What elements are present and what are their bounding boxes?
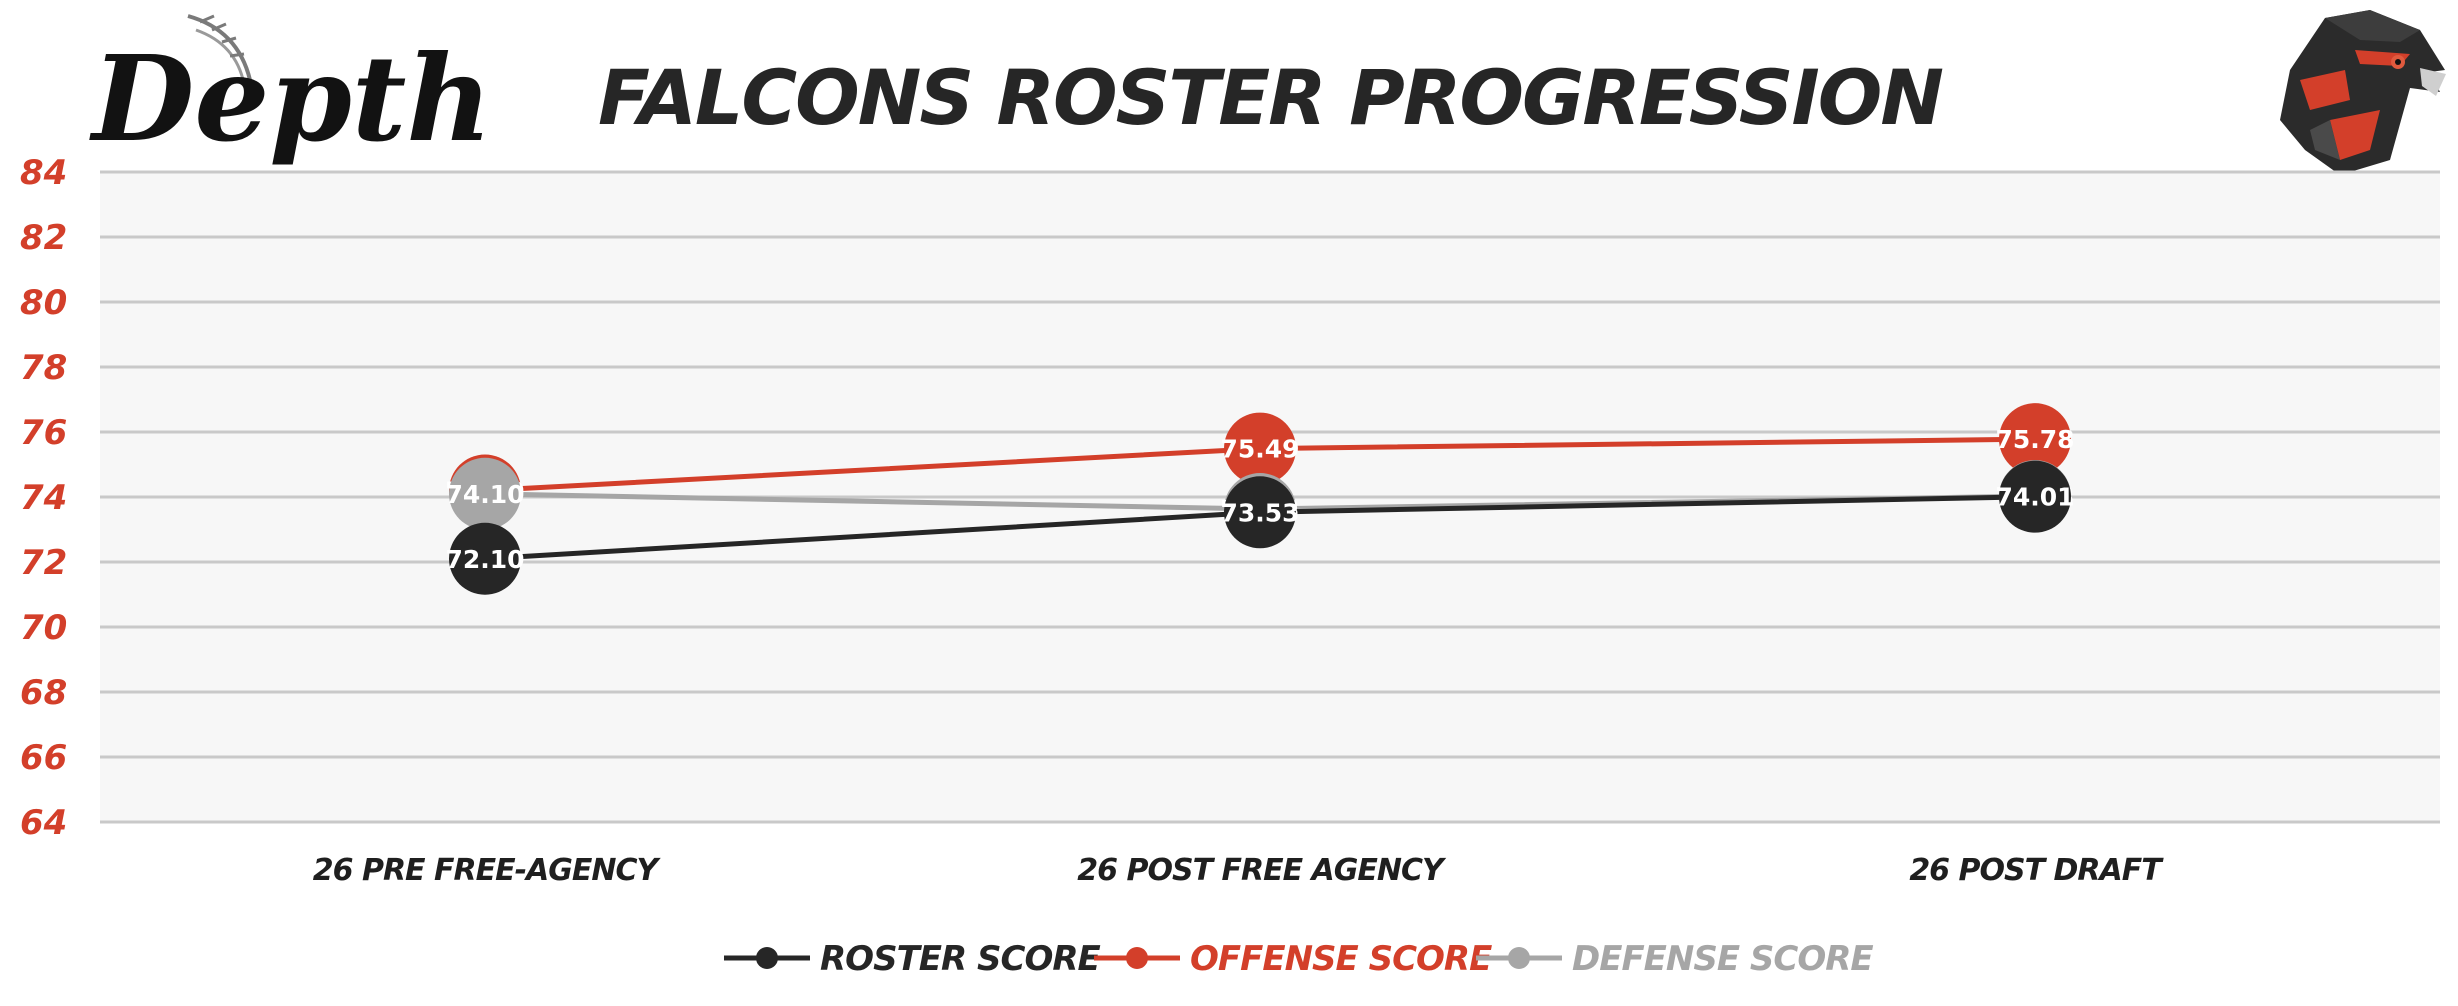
y-axis: 64 66 68 70 72 74 76 78 80 82 84 (20, 153, 67, 843)
y-tick-label: 78 (20, 348, 67, 388)
legend-swatch-marker (1126, 947, 1148, 969)
y-tick-label: 74 (20, 478, 67, 518)
data-label: 74.10 (445, 480, 524, 509)
y-tick-label: 82 (20, 218, 67, 258)
baseball-stitch-icon (187, 14, 252, 85)
legend-label: DEFENSE SCORE (1572, 939, 1873, 979)
y-tick-label: 72 (20, 543, 67, 583)
legend-swatch-marker (756, 947, 778, 969)
depth-logo: Depth (89, 14, 492, 168)
legend-label: ROSTER SCORE (820, 939, 1101, 979)
y-tick-label: 70 (20, 608, 67, 648)
y-tick-label: 76 (20, 413, 67, 453)
x-tick-label: 26 POST DRAFT (1909, 853, 2164, 888)
data-point (1224, 476, 1296, 549)
data-label: 75.78 (1995, 425, 2074, 454)
y-tick-label: 64 (20, 803, 67, 843)
data-point (1224, 412, 1296, 485)
y-tick-label: 66 (20, 738, 67, 778)
data-label: 73.53 (1220, 498, 1299, 527)
data-label: 75.49 (1220, 435, 1299, 464)
data-label: 72.10 (445, 545, 524, 574)
x-axis: 26 PRE FREE-AGENCY 26 POST FREE AGENCY 26 … (313, 853, 2165, 888)
y-tick-label: 84 (20, 153, 67, 193)
x-tick-label: 26 PRE FREE-AGENCY (313, 853, 662, 888)
data-point (449, 457, 521, 530)
data-point (1999, 403, 2071, 476)
chart-title: FALCONS ROSTER PROGRESSION (598, 53, 1943, 142)
y-tick-label: 68 (20, 673, 67, 713)
logo-text: Depth (89, 29, 492, 168)
data-point (1999, 460, 2071, 533)
x-tick-label: 26 POST FREE AGENCY (1077, 853, 1447, 888)
legend-swatch-marker (1508, 947, 1530, 969)
data-point (449, 522, 521, 595)
falcon-head-icon (2280, 10, 2446, 175)
legend-label: OFFENSE SCORE (1190, 939, 1492, 979)
data-label: 74.01 (1995, 483, 2074, 512)
y-tick-label: 80 (20, 283, 67, 323)
legend: ROSTER SCORE OFFENSE SCORE DEFENSE SCORE (724, 939, 1874, 979)
series-lines: 74.2075.4975.7874.1073.6374.0372.1073.53… (445, 403, 2075, 595)
